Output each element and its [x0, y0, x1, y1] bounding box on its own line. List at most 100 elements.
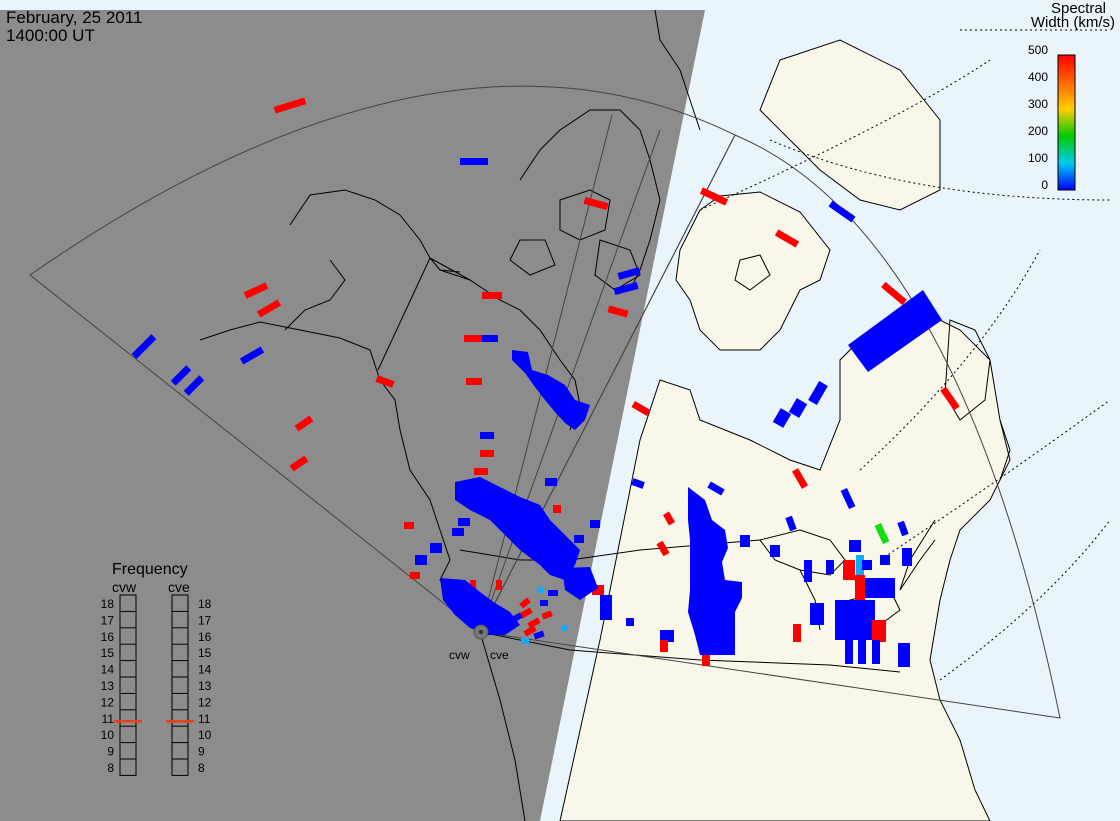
echo-cell: [902, 548, 912, 566]
echo-cell: [592, 585, 604, 595]
frequency-radar-cvw: cvw: [112, 579, 137, 595]
echo-cell: [533, 630, 545, 640]
radar-site-marker: [479, 630, 483, 634]
echo-cell: [480, 450, 494, 457]
time-label: 1400:00 UT: [6, 26, 95, 45]
echo-cell: [791, 468, 809, 489]
echo-region: [455, 477, 580, 580]
echo-cell: [548, 590, 558, 596]
echo-cell: [858, 640, 866, 664]
frequency-level-label: 9: [198, 745, 205, 759]
echo-cell: [553, 505, 561, 513]
frequency-level-label: 18: [198, 597, 212, 611]
spectral-width-colorbar: 500 400 300 200 100 0: [1028, 43, 1076, 192]
echo-layer: [131, 97, 960, 667]
frequency-title: Frequency: [112, 561, 188, 578]
frequency-level-label: 14: [198, 663, 212, 677]
echo-cell: [840, 487, 856, 510]
echo-cell: [897, 520, 909, 537]
echo-cell: [810, 603, 824, 625]
echo-cell: [521, 638, 529, 644]
echo-cell: [289, 455, 309, 472]
frequency-level-label: 10: [198, 728, 212, 742]
echo-cell: [826, 560, 834, 574]
echo-cell: [617, 267, 641, 280]
echo-cell: [458, 518, 470, 526]
echo-cell: [631, 478, 645, 489]
frequency-panel: 18 18 17 17 16 16 15 15 14 14 13 13 12 12 11 11 10 10 9 9 8 8: [101, 594, 212, 776]
echo-cell: [527, 617, 541, 629]
echo-cell: [256, 299, 282, 318]
frequency-column-cve: [171, 594, 189, 776]
echo-cell: [183, 375, 205, 396]
echo-cell: [793, 624, 801, 642]
echo-cell: [540, 600, 548, 606]
frequency-level-label: 10: [101, 728, 115, 742]
echo-cell: [788, 398, 808, 418]
frequency-level-label: 16: [101, 630, 115, 644]
frequency-level-label: 13: [101, 679, 115, 693]
echo-cell: [702, 650, 710, 666]
echo-cell: [626, 618, 634, 626]
frequency-level-label: 13: [198, 679, 212, 693]
echo-cell: [537, 587, 543, 593]
colorbar-tick-label: 200: [1028, 124, 1048, 138]
radar-site-label-cve: cve: [490, 648, 509, 662]
echo-cell: [460, 158, 488, 165]
frequency-level-label: 8: [107, 761, 114, 775]
echo-cell: [562, 625, 568, 631]
echo-cell: [880, 555, 890, 565]
colorbar-unit: Width (km/s): [1030, 14, 1115, 31]
echo-region: [440, 578, 520, 635]
echo-region: [688, 487, 742, 655]
echo-cell: [583, 197, 609, 210]
echo-cell: [474, 468, 488, 475]
echo-cell: [772, 408, 792, 428]
colorbar-tick-label: 0: [1041, 178, 1048, 192]
frequency-level-label: 14: [101, 663, 115, 677]
day-land: [759, 39, 941, 211]
frequency-level-label: 18: [101, 597, 115, 611]
frequency-level-label: 12: [101, 695, 115, 709]
frequency-level-label: 11: [198, 712, 211, 726]
echo-cell: [865, 578, 895, 598]
echo-cell: [808, 380, 828, 406]
colorbar-gradient: [1057, 54, 1076, 191]
echo-cell: [404, 522, 414, 529]
echo-cell: [835, 600, 875, 640]
echo-cell: [740, 535, 750, 547]
echo-cell: [656, 540, 670, 557]
colorbar-title: Spectral: [1050, 0, 1106, 17]
echo-cell: [131, 334, 157, 359]
day-land: [675, 191, 831, 351]
echo-cell: [660, 640, 668, 652]
echo-cell: [541, 610, 553, 620]
echo-cell: [872, 640, 880, 664]
echo-cell: [774, 229, 800, 248]
echo-cell: [545, 478, 557, 486]
frequency-level-label: 15: [101, 646, 115, 660]
echo-cell: [482, 292, 502, 299]
echo-cell: [466, 378, 482, 385]
echo-cell: [574, 535, 584, 543]
echo-cell: [660, 630, 674, 642]
colorbar-tick-label: 300: [1028, 97, 1048, 111]
echo-cell: [294, 415, 314, 432]
echo-cell: [480, 432, 494, 439]
frequency-level-label: 17: [101, 613, 115, 627]
frequency-level-label: 15: [198, 646, 212, 660]
echo-cell: [170, 365, 192, 386]
echo-cell: [804, 560, 812, 582]
echo-cell: [862, 560, 872, 570]
echo-cell: [482, 335, 498, 342]
echo-cell: [613, 282, 639, 295]
echo-cell: [881, 281, 907, 306]
date-label: February, 25 2011: [6, 8, 143, 27]
echo-cell: [600, 595, 612, 620]
echo-cell: [874, 522, 890, 545]
echo-cell: [770, 545, 780, 557]
frequency-level-label: 11: [102, 712, 115, 726]
echo-cell: [707, 481, 725, 496]
